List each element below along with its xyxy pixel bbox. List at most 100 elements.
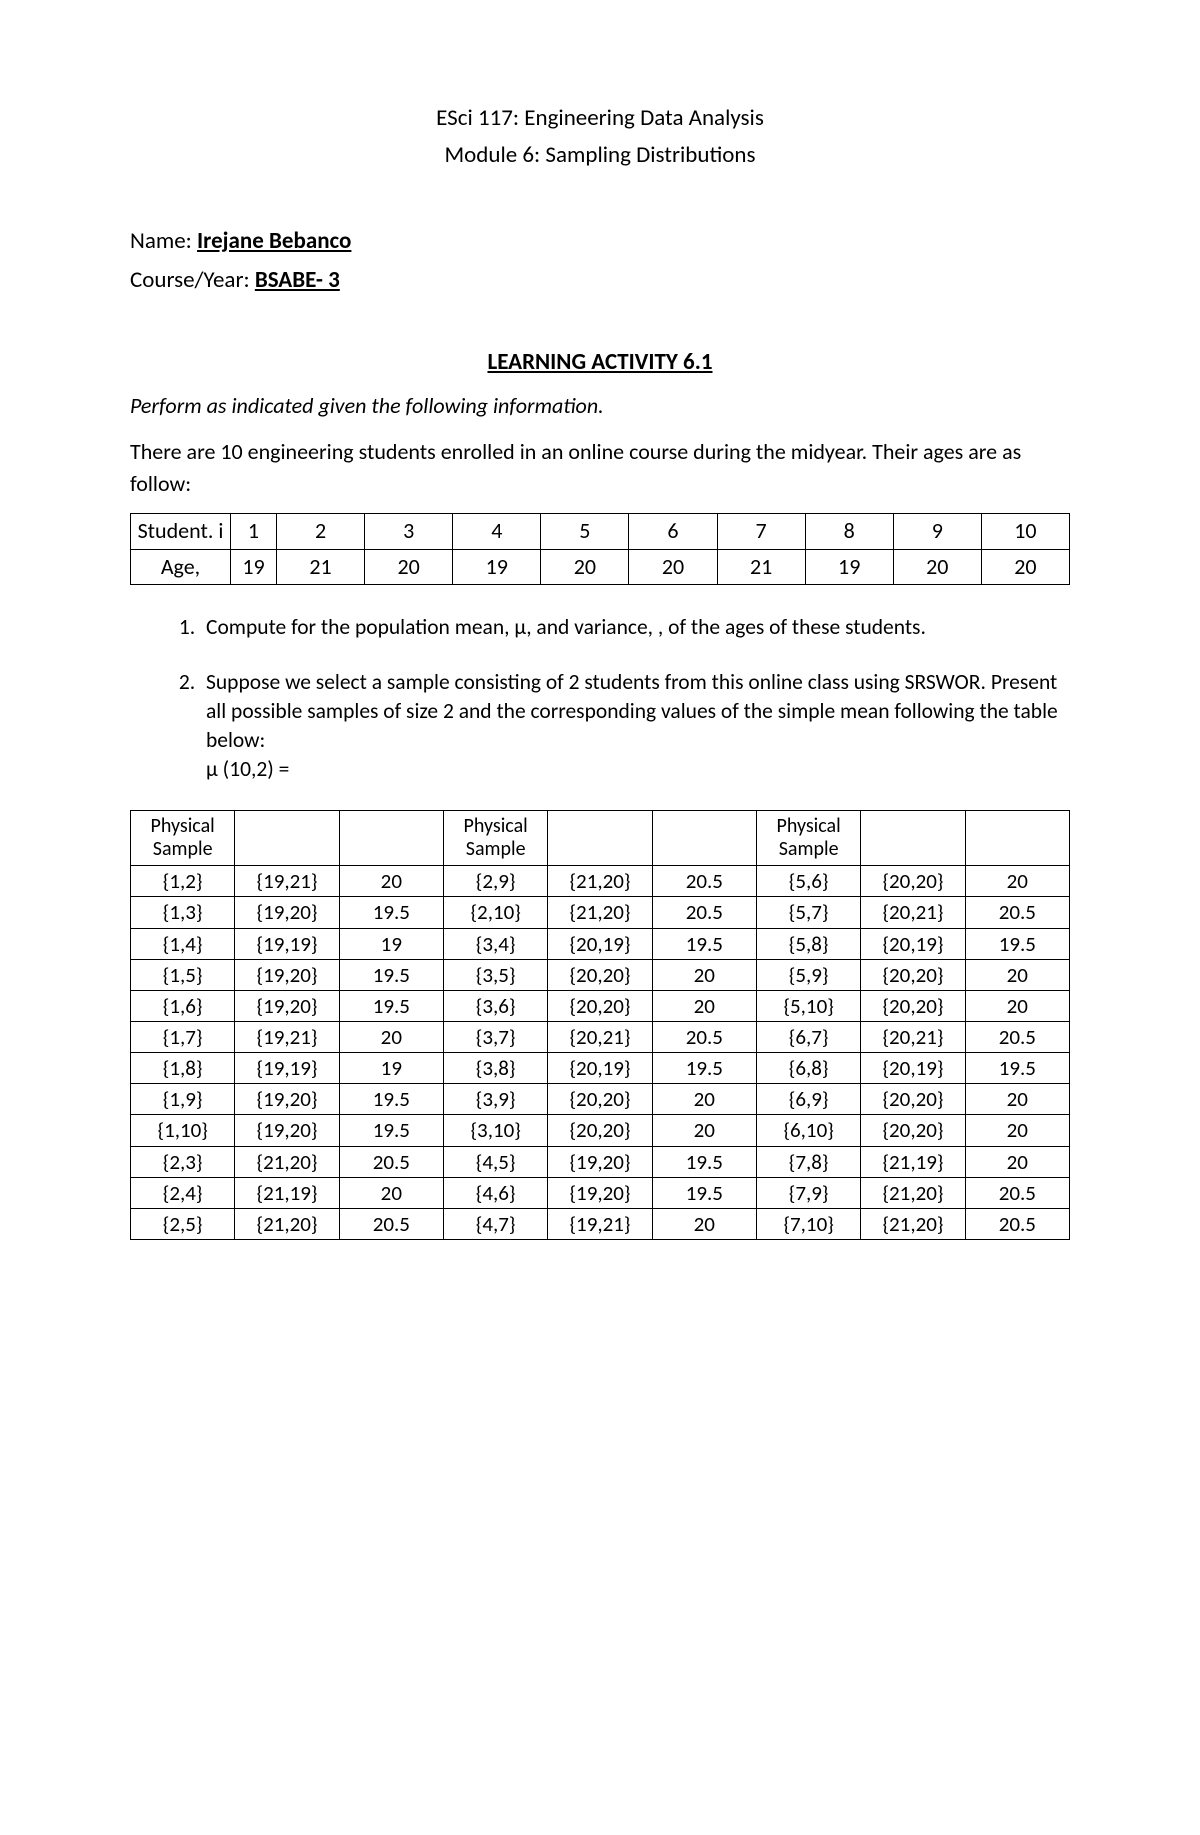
student-table: Student. i 1 2 3 4 5 6 7 8 9 10 Age, 19 … — [130, 513, 1070, 585]
table-cell: {5,9} — [756, 959, 860, 990]
table-cell: {20,20} — [861, 990, 965, 1021]
table-cell: {21,20} — [861, 1177, 965, 1208]
table-cell: {20,19} — [861, 928, 965, 959]
table-cell: {20,21} — [861, 1022, 965, 1053]
table-cell: {5,8} — [756, 928, 860, 959]
table-cell: 19.5 — [339, 959, 443, 990]
table-cell: 20 — [965, 1084, 1069, 1115]
table-cell: 19.5 — [652, 1177, 756, 1208]
table-cell: {19,20} — [235, 959, 339, 990]
table-cell: {6,8} — [756, 1053, 860, 1084]
table-cell: 19.5 — [965, 928, 1069, 959]
table-cell: {20,20} — [548, 1084, 652, 1115]
table-cell: {1,7} — [131, 1022, 235, 1053]
table-cell: {6,9} — [756, 1084, 860, 1115]
question-list: Compute for the population mean, μ, and … — [130, 613, 1070, 784]
table-cell: {19,20} — [235, 1084, 339, 1115]
question-2: Suppose we select a sample consisting of… — [200, 668, 1070, 784]
table-cell: {20,19} — [861, 1053, 965, 1084]
table-cell: 20.5 — [965, 1208, 1069, 1239]
table-cell: 19.5 — [652, 1146, 756, 1177]
table-cell: {1,9} — [131, 1084, 235, 1115]
table-cell: {20,20} — [548, 990, 652, 1021]
table-cell: 20 — [965, 959, 1069, 990]
question-1: Compute for the population mean, μ, and … — [200, 613, 1070, 642]
table-cell: {21,20} — [235, 1146, 339, 1177]
table-cell: {1,4} — [131, 928, 235, 959]
table-cell: {21,20} — [548, 897, 652, 928]
table-cell: {5,10} — [756, 990, 860, 1021]
table-cell: {19,21} — [235, 1022, 339, 1053]
table-cell: {20,21} — [548, 1022, 652, 1053]
table-cell: {1,6} — [131, 990, 235, 1021]
table-cell: 20 — [965, 990, 1069, 1021]
table-cell: 20 — [652, 1115, 756, 1146]
table-row: {1,8}{19,19}19{3,8}{20,19}19.5{6,8}{20,1… — [131, 1053, 1070, 1084]
table-cell: 20.5 — [652, 897, 756, 928]
table-cell: {1,8} — [131, 1053, 235, 1084]
table-cell: 19.5 — [339, 990, 443, 1021]
table-cell: {20,20} — [861, 866, 965, 897]
table-cell: {19,20} — [548, 1177, 652, 1208]
table-row: {1,5}{19,20}19.5{3,5}{20,20}20{5,9}{20,2… — [131, 959, 1070, 990]
table-cell: {20,19} — [548, 928, 652, 959]
table-cell: {2,4} — [131, 1177, 235, 1208]
table-row: {1,3}{19,20}19.5{2,10}{21,20}20.5{5,7}{2… — [131, 897, 1070, 928]
table-cell: {4,6} — [443, 1177, 547, 1208]
table-row: {2,3}{21,20}20.5{4,5}{19,20}19.5{7,8}{21… — [131, 1146, 1070, 1177]
section-title: LEARNING ACTIVITY 6.1 — [130, 348, 1070, 376]
table-cell: {21,20} — [861, 1208, 965, 1239]
intro-text: There are 10 engineering students enroll… — [130, 436, 1070, 500]
table-cell: 20.5 — [965, 1177, 1069, 1208]
table-row: {1,9}{19,20}19.5{3,9}{20,20}20{6,9}{20,2… — [131, 1084, 1070, 1115]
table-cell: 20.5 — [339, 1208, 443, 1239]
table-row: {2,5}{21,20}20.5{4,7}{19,21}20{7,10}{21,… — [131, 1208, 1070, 1239]
table-cell: {20,20} — [861, 1084, 965, 1115]
table-cell: {1,2} — [131, 866, 235, 897]
table-cell: 20 — [965, 1115, 1069, 1146]
table-cell: {7,8} — [756, 1146, 860, 1177]
age-label-cell: Age, — [131, 549, 231, 584]
table-cell: {7,9} — [756, 1177, 860, 1208]
table-cell: 20.5 — [965, 1022, 1069, 1053]
table-cell: {3,6} — [443, 990, 547, 1021]
table-cell: {1,10} — [131, 1115, 235, 1146]
table-cell: 20 — [965, 866, 1069, 897]
table-cell: {2,5} — [131, 1208, 235, 1239]
table-cell: {19,20} — [548, 1146, 652, 1177]
table-cell: 19.5 — [339, 1115, 443, 1146]
table-cell: {2,9} — [443, 866, 547, 897]
table-cell: 20.5 — [965, 897, 1069, 928]
table-cell: 19 — [339, 928, 443, 959]
table-cell: {19,21} — [548, 1208, 652, 1239]
table-row: {2,4}{21,19}20{4,6}{19,20}19.5{7,9}{21,2… — [131, 1177, 1070, 1208]
course-row: Course/Year: BSABE- 3 — [130, 261, 1070, 300]
table-cell: {20,20} — [548, 1115, 652, 1146]
table-cell: {5,7} — [756, 897, 860, 928]
table-cell: {20,20} — [548, 959, 652, 990]
table-cell: 20 — [965, 1146, 1069, 1177]
student-label-cell: Student. i — [131, 514, 231, 549]
header-cell: Physical Sample — [131, 811, 235, 866]
table-cell: {3,5} — [443, 959, 547, 990]
table-cell: 19.5 — [652, 1053, 756, 1084]
table-cell: 20 — [339, 866, 443, 897]
table-cell: {3,9} — [443, 1084, 547, 1115]
instruction-text: Perform as indicated given the following… — [130, 390, 1070, 422]
q2-formula: μ (10,2) = — [206, 755, 1070, 784]
table-cell: 19.5 — [339, 1084, 443, 1115]
table-row: {1,4}{19,19}19{3,4}{20,19}19.5{5,8}{20,1… — [131, 928, 1070, 959]
table-row: {1,2}{19,21}20{2,9}{21,20}20.5{5,6}{20,2… — [131, 866, 1070, 897]
table-cell: {2,10} — [443, 897, 547, 928]
table-row: Age, 19 21 20 19 20 20 21 19 20 20 — [131, 549, 1070, 584]
table-cell: 20 — [339, 1022, 443, 1053]
header-cell: Physical Sample — [756, 811, 860, 866]
sample-table: Physical Sample Physical Sample Physical… — [130, 810, 1070, 1240]
table-cell: {19,19} — [235, 928, 339, 959]
name-label: Name: — [130, 227, 197, 255]
table-cell: 19 — [339, 1053, 443, 1084]
table-cell: {19,21} — [235, 866, 339, 897]
table-cell: 20 — [652, 1084, 756, 1115]
table-cell: {3,4} — [443, 928, 547, 959]
table-cell: 20 — [652, 1208, 756, 1239]
